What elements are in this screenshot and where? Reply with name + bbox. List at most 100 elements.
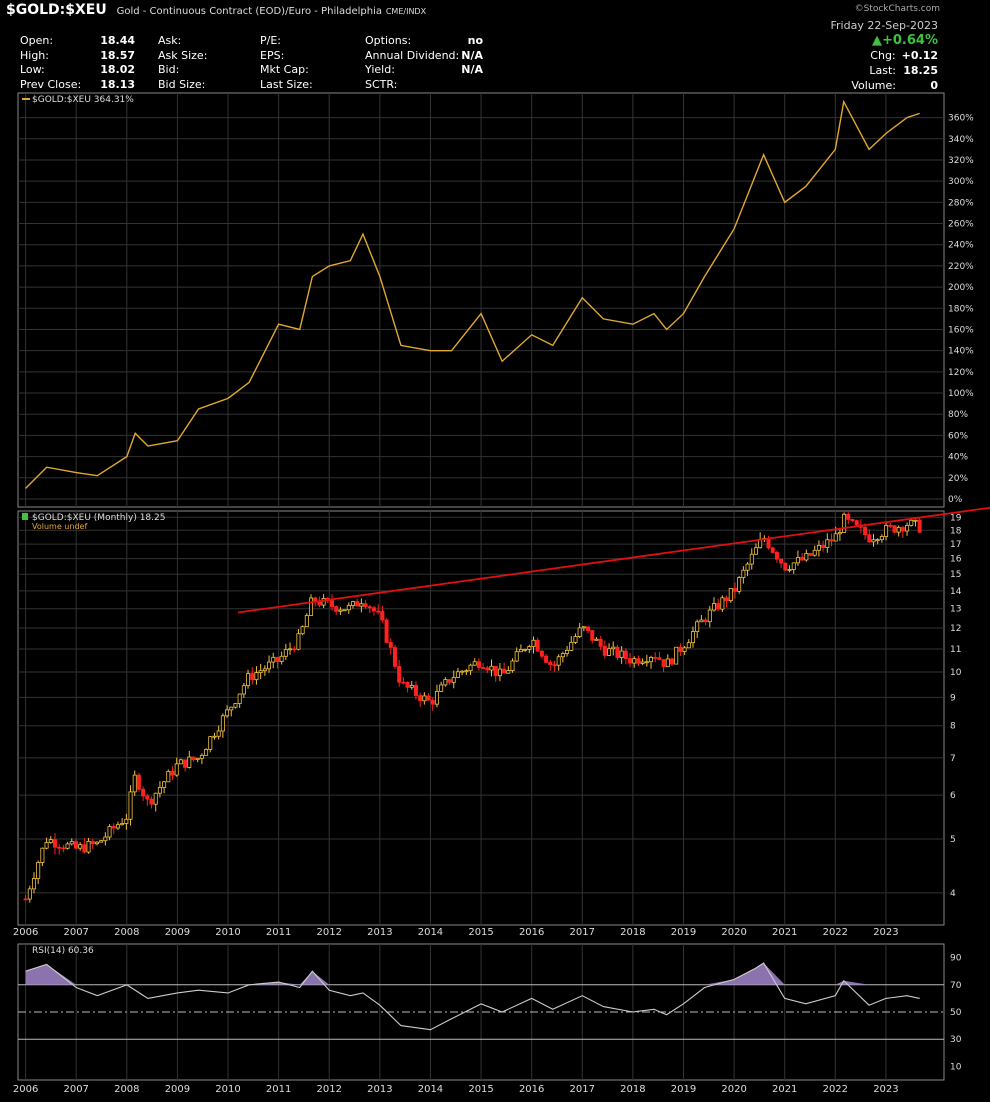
candle-body [678,646,683,652]
y-tick-label: 16 [950,555,962,565]
candle-body [812,549,817,556]
candle-body [103,836,108,842]
candle-body [27,888,32,900]
candle-body [422,695,427,702]
quote-date: Friday 22-Sep-2023 [830,19,939,32]
candle-body [846,513,851,520]
candle-body [854,520,859,526]
candle-body [913,519,918,522]
quote-row: High: 18.57 [20,49,135,64]
candle-body [774,552,779,560]
candle-body [246,673,251,687]
candle-body [157,787,162,794]
candle-body [842,513,847,533]
candle-body [149,798,154,805]
candle-body [388,642,393,648]
x-tick-label: 2009 [165,1084,190,1095]
candle-body [145,795,150,800]
candle-body [732,588,737,592]
x-tick-label: 2018 [620,927,645,938]
candle-body [82,844,87,853]
candle-body [661,659,666,667]
candle-body [94,841,99,845]
candle-body [170,770,175,776]
x-tick-label: 2019 [671,1084,696,1095]
x-tick-label: 2011 [266,1084,291,1095]
quote-value: N/A [461,63,483,77]
y-tick-label: 9 [950,693,956,703]
candle-body [418,695,423,702]
y-tick-label: 10 [950,1062,962,1072]
candle-body [195,757,200,761]
candle-body [208,736,213,750]
candle-body [141,788,146,797]
candle-body [783,562,788,571]
candle-body [254,672,259,681]
candle-body [560,653,565,658]
candle-body [65,843,70,849]
candle-body [267,661,272,670]
candle-body [401,681,406,684]
candle-body [800,557,805,561]
candle-body [581,626,586,629]
x-tick-label: 2019 [671,927,696,938]
candle-body [447,679,452,683]
quote-row: Annual Dividend: N/A [365,49,483,64]
y-tick-label: 30 [950,1035,962,1045]
candle-body [682,647,687,652]
candle-body [577,627,582,637]
candle-body [271,656,276,663]
candle-body [888,525,893,527]
x-tick-label: 2018 [620,1084,645,1095]
candle-body [292,648,297,651]
candle-body [426,695,431,701]
candle-body [371,607,376,612]
y-tick-label: 100% [948,389,974,399]
quote-label: Open: [20,34,54,47]
candle-body [296,633,301,650]
x-tick-label: 2012 [317,927,342,938]
candle-body [468,664,473,672]
candle-body [699,619,704,623]
x-tick-label: 2020 [721,927,746,938]
y-tick-label: 13 [950,605,961,615]
quote-label: Prev Close: [20,78,82,92]
rsi-line [25,962,920,1031]
candle-body [73,841,78,849]
candle-body [510,660,515,671]
candle-body [48,839,53,843]
candle-body [275,656,280,662]
y-tick-label: 4 [950,889,956,899]
candle-body [674,646,679,665]
volume-legend: Volume undef [32,522,87,531]
quote-row: EPS: [260,49,350,64]
candle-body [791,562,796,570]
candle-body [359,603,364,607]
percent-legend: $GOLD:$XEU 364.31% [32,95,134,105]
quote-row: Options: no [365,34,483,49]
candle-body [107,826,112,838]
brand-watermark: ©StockCharts.com [854,4,940,14]
percent-series-line [25,99,920,489]
candle-body [384,619,389,643]
candle-body [464,670,469,673]
candle-body [821,544,826,548]
y-tick-label: 6 [950,791,956,801]
quote-label: EPS: [260,48,285,62]
candle-body [900,527,905,532]
y-tick-label: 17 [950,540,961,550]
symbol-description: Gold - Continuous Contract (EOD)/Euro - … [116,6,383,17]
candle-body [863,526,868,536]
quote-label: Bid Size: [158,78,206,92]
candle-body [695,621,700,632]
candle-body [330,600,335,607]
volume-value: 0 [930,79,938,92]
candle-body [590,630,595,641]
candle-body [346,605,351,611]
candle-body [665,658,670,667]
y-tick-label: 90 [950,954,962,964]
candle-body [229,706,234,711]
candle-body [502,668,507,674]
x-tick-label: 2007 [63,1084,88,1095]
candle-body [690,631,695,644]
